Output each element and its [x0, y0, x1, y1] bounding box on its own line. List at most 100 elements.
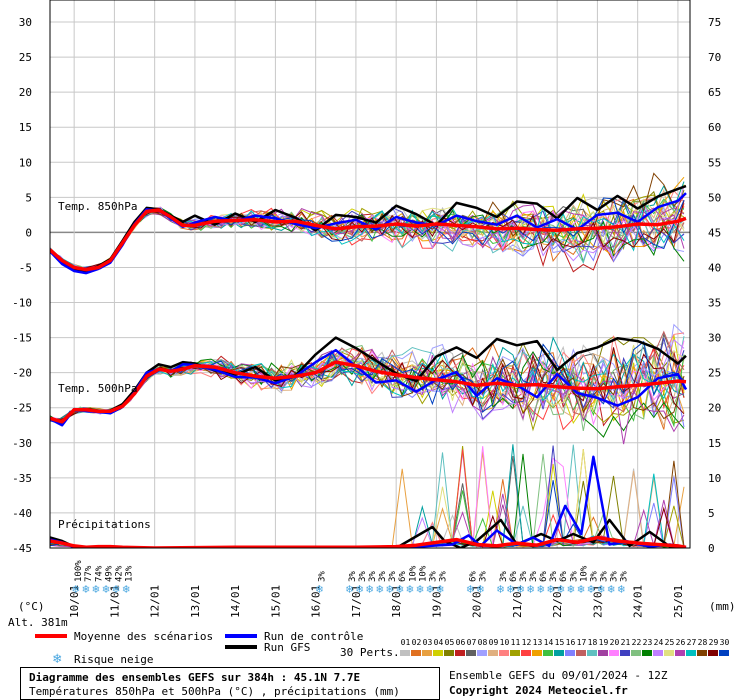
- snow-risk-pct: 10%: [408, 565, 418, 582]
- pert-swatch: [664, 650, 674, 656]
- pert-number: 23: [642, 638, 653, 647]
- pert-swatch: [488, 650, 498, 656]
- snowflake-icon: ❄: [527, 582, 534, 596]
- right-tick-label: 40: [708, 261, 721, 274]
- x-tick-label: 25/01: [672, 585, 685, 618]
- pert-number: 25: [664, 638, 675, 647]
- snowflake-icon: ❄: [82, 582, 89, 596]
- run-info: Ensemble GEFS du 09/01/2024 - 12Z: [449, 669, 668, 682]
- snow-risk-pct: 42%: [114, 565, 124, 582]
- snowflake-icon: ❄: [92, 582, 99, 596]
- snowflake-icon: ❄: [426, 582, 433, 596]
- snowflake-icon: ❄: [122, 582, 129, 596]
- snow-risk-pct: 3%: [620, 571, 630, 582]
- x-tick-label: 15/01: [269, 585, 282, 618]
- snowflake-icon: ❄: [386, 582, 393, 596]
- pert-number: 16: [565, 638, 576, 647]
- left-tick-label: 30: [19, 16, 32, 29]
- pert-number: 24: [653, 638, 664, 647]
- x-tick-label: 17/01: [350, 585, 363, 618]
- snowflake-icon: ❄: [416, 582, 423, 596]
- right-tick-label: 65: [708, 86, 721, 99]
- snowflake-icon: ❄: [72, 582, 79, 596]
- left-tick-label: -20: [12, 367, 32, 380]
- x-tick-label: 10/01: [68, 585, 81, 618]
- snow-risk-pct: 3%: [549, 571, 559, 582]
- snow-risk-pct: 10%: [418, 565, 428, 582]
- snow-risk-pct: 3%: [519, 571, 529, 582]
- pert-swatch: [565, 650, 575, 656]
- pert-number: 21: [620, 638, 631, 647]
- legend-mean-swatch: [35, 634, 67, 638]
- snow-risk-pct: 3%: [569, 571, 579, 582]
- left-tick-label: -15: [12, 332, 32, 345]
- pert-swatch: [642, 650, 652, 656]
- snowflake-icon: ❄: [366, 582, 373, 596]
- pert-number: 02: [411, 638, 422, 647]
- pert-number: 01: [400, 638, 411, 647]
- pert-swatch: [697, 650, 707, 656]
- right-tick-label: 30: [708, 332, 721, 345]
- pert-number: 28: [697, 638, 708, 647]
- snow-risk-pct: 3%: [378, 571, 388, 582]
- snowflake-icon: ❄: [567, 582, 574, 596]
- pert-number: 03: [422, 638, 433, 647]
- snow-risk-pct: 6%: [559, 571, 569, 582]
- snow-risk-pct: 77%: [84, 565, 94, 582]
- snowflake-icon: ❄: [396, 582, 403, 596]
- series-mean-precip: [50, 535, 687, 548]
- chart-subtitle: Températures 850hPa et 500hPa (°C) , pré…: [29, 685, 400, 698]
- x-tick-label: 19/01: [430, 585, 443, 618]
- pert-number: 29: [708, 638, 719, 647]
- pert-number: 13: [532, 638, 543, 647]
- pert-number: 30: [719, 638, 730, 647]
- pert-swatch: [708, 650, 718, 656]
- right-tick-label: 5: [708, 507, 715, 520]
- snow-risk-pct: 3%: [599, 571, 609, 582]
- left-tick-label: -30: [12, 437, 32, 450]
- info-box: Diagramme des ensembles GEFS sur 384h : …: [20, 667, 440, 700]
- pert-number: 07: [466, 638, 477, 647]
- pert-number: 04: [433, 638, 444, 647]
- snowflake-icon: ❄: [102, 582, 109, 596]
- right-tick-label: 15: [708, 437, 721, 450]
- right-tick-label: 50: [708, 191, 721, 204]
- pert-swatch: [543, 650, 553, 656]
- left-tick-label: 15: [19, 121, 32, 134]
- snow-risk-pct: 3%: [589, 571, 599, 582]
- right-axis-unit: (mm): [709, 600, 736, 613]
- snow-risk-pct: 3%: [610, 571, 620, 582]
- snowflake-icon: ❄: [608, 582, 615, 596]
- pert-number: 11: [510, 638, 521, 647]
- pert-number: 19: [598, 638, 609, 647]
- right-tick-label: 75: [708, 16, 721, 29]
- pert-swatch: [400, 650, 410, 656]
- pert-swatch: [653, 650, 663, 656]
- pert-number: 08: [477, 638, 488, 647]
- pert-swatch: [466, 650, 476, 656]
- snow-risk-pct: 6%: [469, 571, 479, 582]
- left-tick-label: 0: [25, 226, 32, 239]
- plot-area: [50, 0, 690, 548]
- pert-number: 09: [488, 638, 499, 647]
- legend-gfs-label: Run GFS: [264, 641, 311, 654]
- snow-risk-pct: 100%: [74, 560, 84, 582]
- x-tick-label: 23/01: [591, 585, 604, 618]
- snowflake-icon: ❄: [406, 582, 413, 596]
- x-tick-label: 22/01: [551, 585, 564, 618]
- legend-control-swatch: [225, 634, 257, 638]
- left-tick-label: -10: [12, 297, 32, 310]
- pert-swatch: [422, 650, 432, 656]
- main-series: [50, 184, 688, 548]
- snowflake-icon: ❄: [618, 582, 625, 596]
- pert-number: 18: [587, 638, 598, 647]
- left-tick-label: -40: [12, 507, 32, 520]
- left-axis-unit: (°C): [18, 600, 45, 613]
- snow-risk-pct: 6%: [539, 571, 549, 582]
- legend-snow-label: Risque neige: [74, 653, 154, 666]
- snow-risk-pct: 6%: [509, 571, 519, 582]
- pert-swatch: [609, 650, 619, 656]
- snowflake-icon: ❄: [112, 582, 119, 596]
